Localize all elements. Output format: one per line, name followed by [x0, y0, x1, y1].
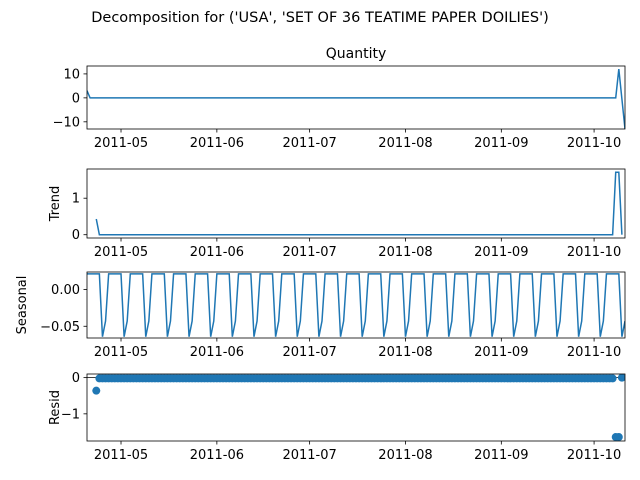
- x-tick-label: 2011-06: [190, 448, 244, 463]
- y-tick-label: 0: [72, 371, 80, 386]
- y-tick-label: 0: [72, 91, 80, 106]
- series: [87, 374, 625, 441]
- x-tick-label: 2011-09: [474, 345, 528, 360]
- y-tick-label: 0.00: [51, 283, 80, 298]
- y-axis-label: Trend: [48, 186, 63, 223]
- panel-seasonal: Seasonal −0.05 0.00 2011-05 2011-06 2011-07 20…: [15, 271, 626, 360]
- panel-resid: Resid−1 0 2011-05 2011-06 2011-07 2011-08 2011…: [48, 371, 626, 463]
- x-tick-label: 2011-07: [282, 448, 336, 463]
- resid-point: [608, 374, 617, 383]
- y-tick-label: −1: [61, 407, 80, 422]
- x-tick-label: 2011-09: [474, 448, 528, 463]
- x-tick-label: 2011-05: [94, 136, 148, 151]
- x-tick-label: 2011-06: [190, 136, 244, 151]
- x-tick-label: 2011-05: [94, 448, 148, 463]
- series: [87, 273, 625, 337]
- x-tick-label: 2011-05: [94, 245, 148, 260]
- seasonal-line: [87, 273, 625, 337]
- resid-point: [614, 433, 623, 441]
- y-tick-label: −0.05: [40, 320, 80, 335]
- series-line: [95, 171, 623, 236]
- x-tick-label: 2011-10: [567, 448, 621, 463]
- axes-frame: [86, 373, 626, 442]
- panel-title: Quantity: [326, 46, 387, 62]
- x-tick-label: 2011-08: [378, 448, 432, 463]
- series-line: [87, 69, 625, 129]
- axes-frame: [86, 168, 626, 239]
- x-tick-label: 2011-09: [474, 245, 528, 260]
- y-axis-label: Resid: [48, 390, 63, 425]
- figure-suptitle: Decomposition for ('USA', 'SET OF 36 TEA…: [91, 10, 549, 26]
- x-tick-label: 2011-07: [282, 245, 336, 260]
- x-tick-label: 2011-06: [190, 345, 244, 360]
- panel-quantity: Quantity −10 0 10 2011-05 2011-06 2011-07 2011-…: [53, 46, 626, 151]
- x-tick-label: 2011-08: [378, 136, 432, 151]
- series: [95, 171, 623, 236]
- x-tick-label: 2011-06: [190, 245, 244, 260]
- series: [87, 69, 625, 129]
- y-axis-label: Seasonal: [15, 276, 30, 335]
- axes-frame: [86, 271, 626, 339]
- panel-trend: Trend 0 1 2011-05 2011-06 2011-07 2011-08 2011-…: [48, 168, 626, 260]
- x-tick-label: 2011-08: [378, 345, 432, 360]
- resid-point: [92, 386, 101, 395]
- x-tick-label: 2011-09: [474, 136, 528, 151]
- x-tick-label: 2011-07: [282, 345, 336, 360]
- x-tick-label: 2011-10: [567, 245, 621, 260]
- x-tick-label: 2011-08: [378, 245, 432, 260]
- y-tick-label: 0: [72, 228, 80, 243]
- y-tick-label: −10: [53, 115, 80, 130]
- y-tick-label: 10: [63, 67, 80, 82]
- x-tick-label: 2011-10: [567, 345, 621, 360]
- resid-point: [617, 374, 625, 382]
- y-tick-label: 1: [72, 192, 80, 207]
- x-tick-label: 2011-07: [282, 136, 336, 151]
- x-tick-label: 2011-05: [94, 345, 148, 360]
- x-tick-label: 2011-10: [567, 136, 621, 151]
